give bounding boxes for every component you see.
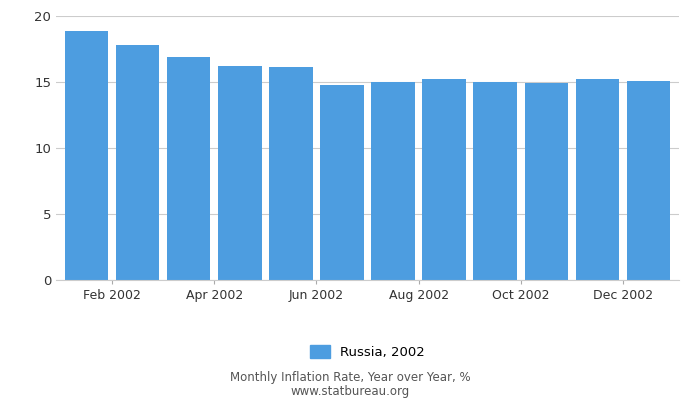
Bar: [524, 83, 568, 280]
Bar: [575, 79, 619, 280]
Legend: Russia, 2002: Russia, 2002: [304, 339, 430, 364]
Text: Monthly Inflation Rate, Year over Year, %: Monthly Inflation Rate, Year over Year, …: [230, 372, 470, 384]
Bar: [371, 82, 414, 280]
Text: www.statbureau.org: www.statbureau.org: [290, 385, 410, 398]
Bar: [422, 79, 466, 280]
Bar: [626, 81, 670, 280]
Bar: [321, 85, 364, 280]
Bar: [116, 45, 160, 280]
Bar: [65, 30, 108, 280]
Bar: [167, 57, 211, 280]
Bar: [270, 68, 313, 280]
Bar: [218, 66, 262, 280]
Bar: [473, 82, 517, 280]
